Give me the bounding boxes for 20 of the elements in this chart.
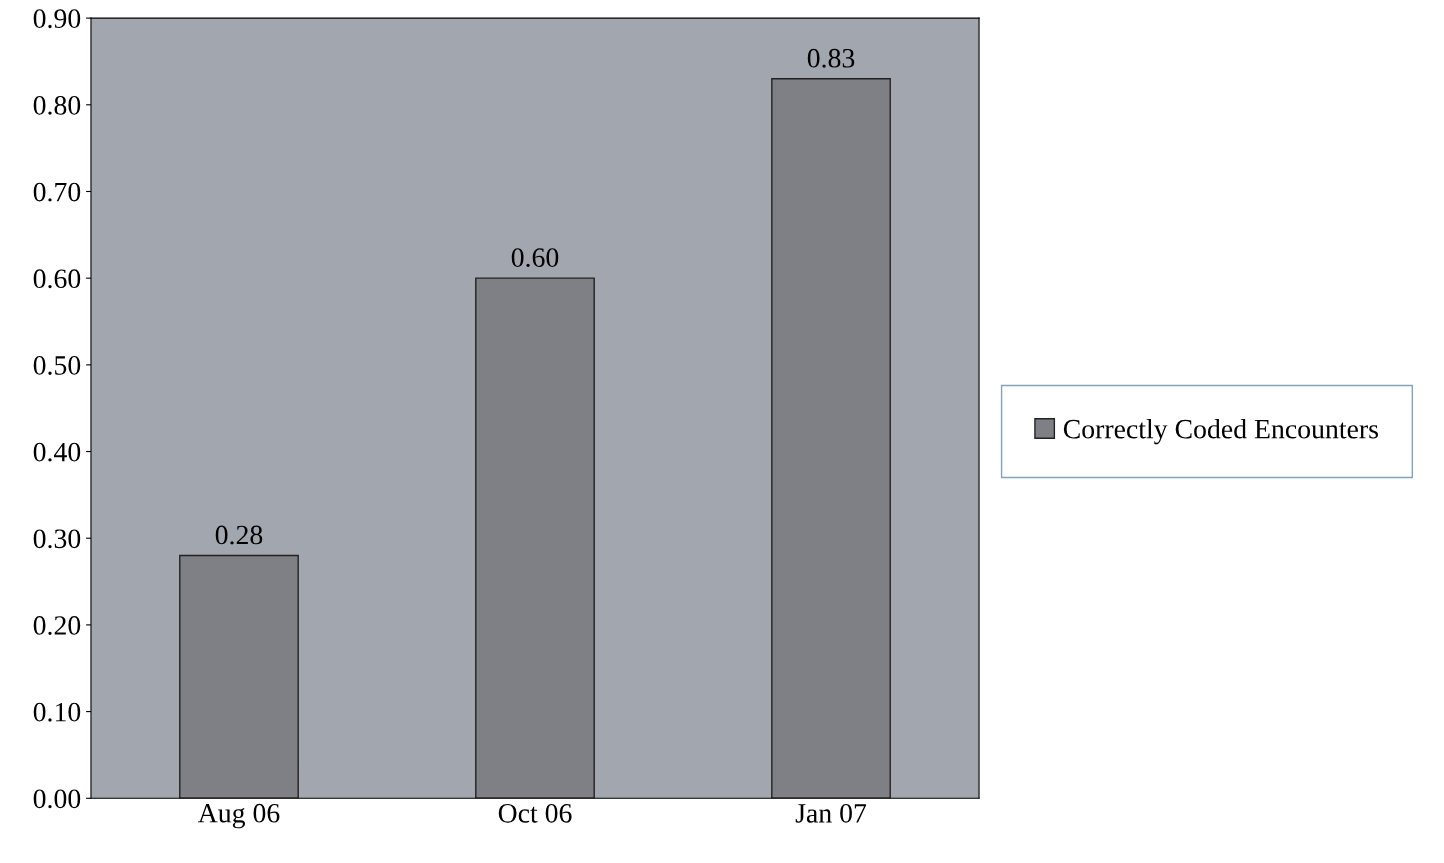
y-tick-label: 0.10	[33, 702, 81, 722]
y-tick-label: 0.60	[33, 269, 81, 289]
legend-label: Correctly Coded Encounters	[1063, 418, 1378, 445]
y-tick-label: 0.80	[33, 95, 81, 115]
bar	[179, 554, 299, 799]
x-tick-label: Jan 07	[795, 803, 867, 823]
bar	[771, 78, 891, 799]
y-tick-label: 0.30	[33, 529, 81, 549]
y-tick-label: 0.70	[33, 182, 81, 202]
x-tick-label: Oct 06	[498, 803, 572, 823]
y-tick-label: 0.40	[33, 442, 81, 462]
y-tick-label: 0.50	[33, 356, 81, 375]
text: 0.60	[511, 248, 559, 268]
x-tick-label: Aug 06	[197, 803, 280, 829]
y-tick-label: 0.20	[33, 616, 81, 635]
bar	[475, 277, 595, 799]
text: 0.28	[215, 525, 263, 545]
y-tick-label: 0.00	[33, 789, 81, 809]
y-tick-label: 0.90	[33, 9, 81, 29]
text: 0.83	[807, 48, 855, 68]
